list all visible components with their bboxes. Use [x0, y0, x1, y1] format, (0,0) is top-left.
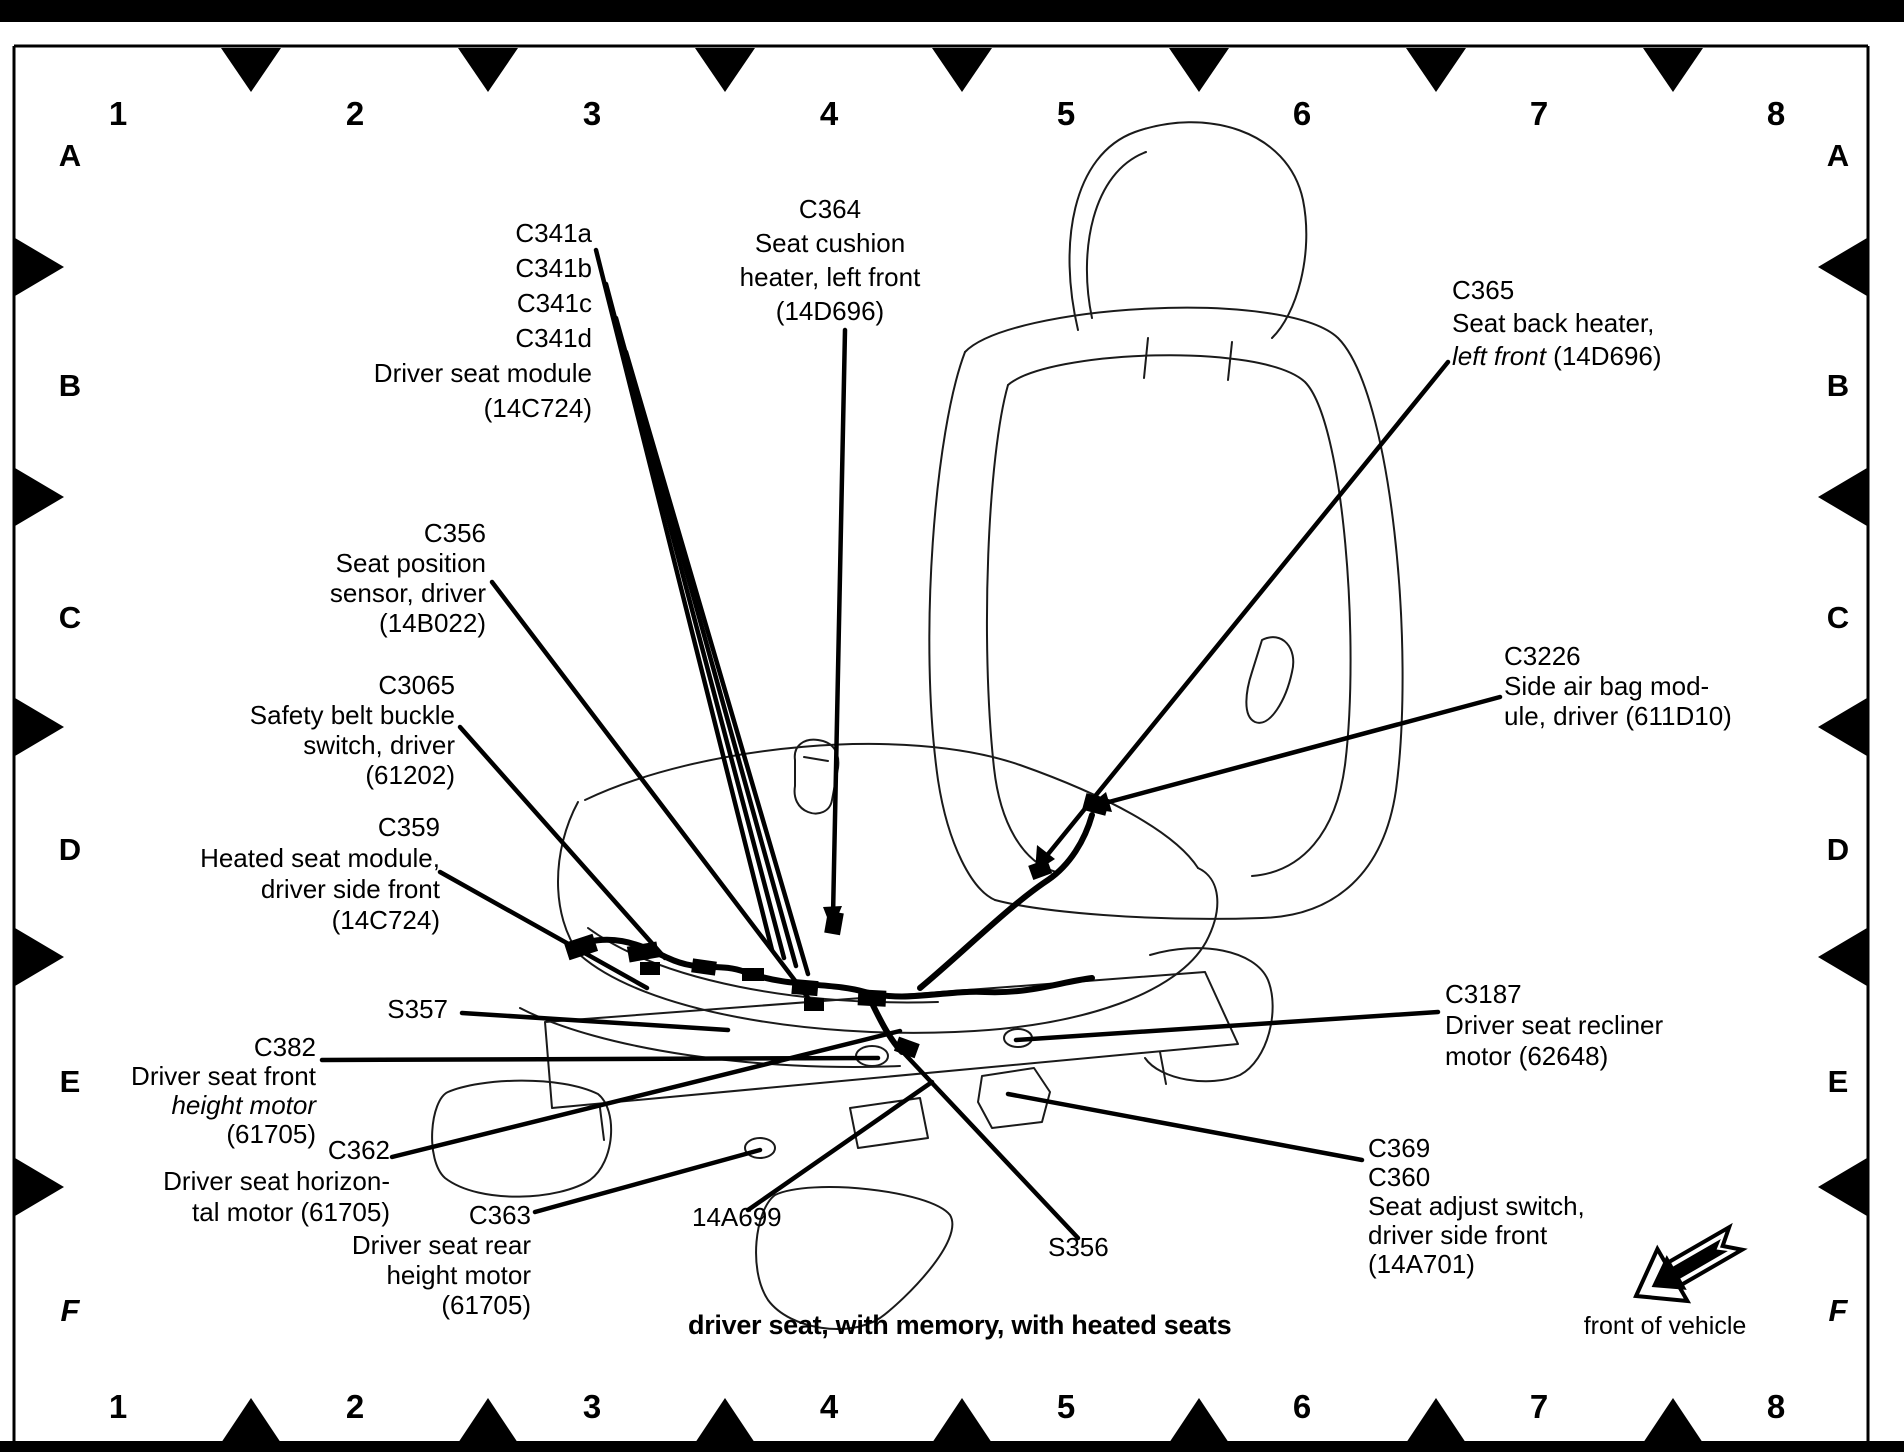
grid-col-4-top: 4: [819, 95, 839, 132]
grid-col-6-bottom: 6: [1292, 1388, 1312, 1425]
label-c364-seat-cushion-heater: C364 Seat cushion heater, left front (14…: [739, 194, 921, 326]
label-c359-heated-seat-module: C359 Heated seat module, driver side fro…: [200, 812, 440, 935]
label-c341-driver-seat-module: C341a C341b C341c C341d Driver seat modu…: [373, 218, 592, 423]
14a699-leader: [745, 1079, 935, 1213]
headrest-inner-line: [1086, 151, 1147, 319]
c362-leader: [389, 1028, 903, 1160]
grid-row-d-left: D: [58, 832, 82, 867]
recliner-handle: [1245, 636, 1295, 724]
bottom-border-line: [0, 1441, 1904, 1452]
grid-col-2-bottom: 2: [345, 1388, 365, 1425]
diagram-caption: driver seat, with memory, with heated se…: [688, 1310, 1232, 1340]
cushion-top-edge: [584, 742, 1199, 869]
left-side-shield: [431, 1079, 613, 1198]
grid-row-b-left: B: [58, 368, 82, 403]
c369-leader: [1005, 1091, 1365, 1163]
grid-row-f-left: F: [60, 1293, 80, 1328]
s357-leader: [459, 1010, 731, 1033]
grid-col-1-bottom: 1: [108, 1388, 128, 1425]
front-of-vehicle-label: front of vehicle: [1583, 1312, 1747, 1340]
grid-row-f-right: F: [1828, 1293, 1848, 1328]
grid-row-c-left: C: [58, 600, 82, 635]
c363-leader: [532, 1147, 763, 1215]
top-grid-triangles: [221, 48, 1703, 92]
bottom-grid-triangles: [221, 1398, 1703, 1443]
grid-row-a-left: A: [58, 138, 82, 173]
c3065-leader: [457, 724, 668, 961]
seat-back-inner-left: [985, 384, 1057, 873]
frame-border: [12, 44, 1870, 1443]
grid-row-e-right: E: [1827, 1064, 1849, 1099]
grid-col-1-top: 1: [108, 95, 128, 132]
label-c362-horizontal-motor: C362 Driver seat horizon- tal motor (617…: [163, 1135, 390, 1227]
grid-row-b-right: B: [1826, 368, 1850, 403]
label-c356-seat-position-sensor: C356 Seat position sensor, driver (14B02…: [329, 518, 486, 638]
seat-adjust-switch-body: [977, 1067, 1051, 1129]
seat-back-left-edge: [928, 351, 996, 901]
right-side-trim: [1144, 947, 1274, 1083]
grid-col-4-bottom: 4: [819, 1388, 839, 1425]
label-c3065-safety-belt-buckle-switch: C3065 Safety belt buckle switch, driver …: [249, 670, 455, 790]
c364-arrowhead: [823, 906, 842, 930]
c356-leader: [489, 579, 815, 1006]
c365-leader: [1037, 359, 1451, 867]
grid-col-8-bottom: 8: [1766, 1388, 1786, 1425]
grid-row-d-right: D: [1826, 832, 1850, 867]
track-bracket: [849, 1097, 929, 1149]
label-c363-rear-height-motor: C363 Driver seat rear height motor (6170…: [351, 1200, 531, 1320]
front-trim-panel: [755, 1186, 954, 1330]
c364-leader: [830, 327, 848, 919]
label-s356-splice: S356: [1048, 1232, 1109, 1262]
grid-col-5-bottom: 5: [1056, 1388, 1076, 1425]
grid-row-e-left: E: [59, 1064, 81, 1099]
seat-rail-feet: [519, 1007, 1167, 1141]
headrest-outline: [1068, 121, 1308, 339]
grid-col-5-top: 5: [1056, 95, 1076, 132]
front-of-vehicle-arrow: [1633, 1222, 1748, 1304]
grid-row-a-right: A: [1826, 138, 1850, 173]
label-c3226-side-air-bag-module: C3226 Side air bag mod- ule, driver (611…: [1504, 641, 1732, 731]
headrest-posts: [1143, 337, 1233, 381]
top-page-edge-bar: [0, 0, 1904, 22]
c341a-leader: [593, 247, 775, 953]
label-c3187-recliner-motor: C3187 Driver seat recliner motor (62648): [1445, 979, 1664, 1071]
grid-col-8-top: 8: [1766, 95, 1786, 132]
grid-col-7-top: 7: [1529, 95, 1549, 132]
grid-row-c-right: C: [1826, 600, 1850, 635]
left-grid-triangles: [15, 238, 64, 1216]
c3187-leader: [1013, 1009, 1441, 1043]
c3226-arrowhead: [1086, 792, 1112, 812]
label-14a699-harness: 14A699: [692, 1202, 782, 1232]
label-c365-seat-back-heater: C365 Seat back heater, left front (14D69…: [1452, 275, 1662, 371]
label-c382-front-height-motor: C382 Driver seat front height motor (617…: [131, 1032, 316, 1149]
s356-leader: [898, 1047, 1081, 1241]
c341d-leader: [623, 349, 811, 977]
grid-col-6-top: 6: [1292, 95, 1312, 132]
grid-col-2-top: 2: [345, 95, 365, 132]
rear-height-motor: [744, 1137, 776, 1159]
leader-lines: [319, 247, 1503, 1241]
label-c369-c360-seat-adjust-switch: C369 C360 Seat adjust switch, driver sid…: [1368, 1133, 1585, 1279]
grid-col-3-bottom: 3: [582, 1388, 602, 1425]
leader-arrowheads: [823, 792, 1112, 930]
seat-back-inner-contour: [1007, 354, 1352, 877]
c3226-leader: [1091, 694, 1503, 809]
c365-arrowhead: [1035, 845, 1055, 872]
grid-col-7-bottom: 7: [1529, 1388, 1549, 1425]
grid-col-3-top: 3: [582, 95, 602, 132]
driver-seat-illustration: [431, 121, 1404, 1330]
c359-leader: [437, 869, 650, 991]
label-s357-splice: S357: [387, 994, 448, 1024]
seat-back-outline: [964, 306, 1404, 920]
belt-buckle: [793, 738, 840, 815]
right-grid-triangles: [1818, 238, 1867, 1216]
